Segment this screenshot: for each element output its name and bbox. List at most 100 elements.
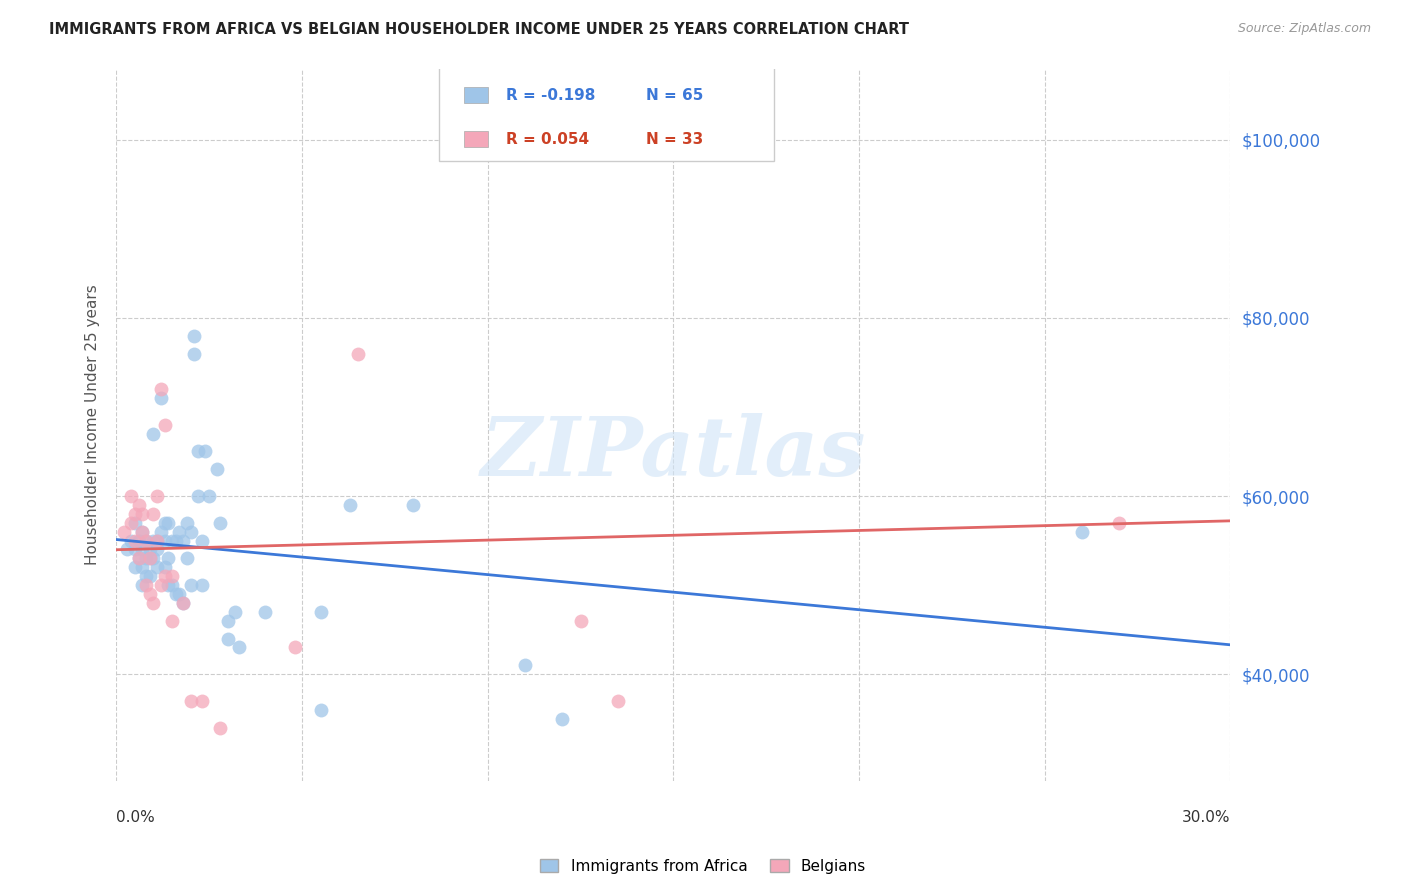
Point <box>180 524 202 539</box>
Point <box>228 640 250 655</box>
Point <box>309 703 332 717</box>
Y-axis label: Householder Income Under 25 years: Householder Income Under 25 years <box>86 285 100 566</box>
Point <box>120 489 142 503</box>
Point <box>135 569 157 583</box>
Point <box>1108 516 1130 530</box>
Point <box>172 596 194 610</box>
Point <box>157 516 180 530</box>
Point <box>131 578 153 592</box>
Point <box>131 524 153 539</box>
Point <box>131 560 153 574</box>
Text: R = 0.054: R = 0.054 <box>506 132 589 147</box>
Point <box>209 721 232 735</box>
Point <box>569 614 592 628</box>
Point <box>1070 524 1092 539</box>
Point <box>142 596 165 610</box>
Point <box>153 417 176 432</box>
Point <box>253 605 276 619</box>
Text: N = 65: N = 65 <box>645 87 703 103</box>
Point <box>120 516 142 530</box>
Point <box>128 551 150 566</box>
Point <box>138 551 160 566</box>
Point <box>169 587 191 601</box>
Point <box>112 524 135 539</box>
FancyBboxPatch shape <box>464 131 488 147</box>
Point <box>149 524 172 539</box>
Point <box>165 587 187 601</box>
Point <box>160 533 183 548</box>
Point <box>128 498 150 512</box>
Point <box>217 614 239 628</box>
Point <box>146 489 169 503</box>
Text: R = -0.198: R = -0.198 <box>506 87 596 103</box>
Point <box>183 346 205 360</box>
Point <box>194 444 217 458</box>
Point <box>172 533 194 548</box>
Point <box>209 516 232 530</box>
Point <box>157 578 180 592</box>
Point <box>439 142 461 156</box>
Point <box>131 524 153 539</box>
Point <box>138 569 160 583</box>
Text: IMMIGRANTS FROM AFRICA VS BELGIAN HOUSEHOLDER INCOME UNDER 25 YEARS CORRELATION : IMMIGRANTS FROM AFRICA VS BELGIAN HOUSEH… <box>49 22 910 37</box>
Point <box>146 542 169 557</box>
Point <box>309 605 332 619</box>
Point <box>169 524 191 539</box>
Point <box>120 533 142 548</box>
Point <box>180 694 202 708</box>
Point <box>149 382 172 396</box>
Point <box>142 551 165 566</box>
Point <box>157 551 180 566</box>
Point <box>190 694 212 708</box>
Point <box>138 551 160 566</box>
Point <box>513 658 536 673</box>
Point <box>138 542 160 557</box>
Point <box>176 516 198 530</box>
Text: Source: ZipAtlas.com: Source: ZipAtlas.com <box>1237 22 1371 36</box>
Point <box>606 694 628 708</box>
Point <box>205 462 228 476</box>
Point <box>165 533 187 548</box>
Point <box>187 489 209 503</box>
Point <box>135 533 157 548</box>
FancyBboxPatch shape <box>464 87 488 103</box>
Point <box>124 533 146 548</box>
Text: N = 33: N = 33 <box>645 132 703 147</box>
Point <box>187 444 209 458</box>
Point <box>128 551 150 566</box>
Point <box>183 328 205 343</box>
Point <box>172 596 194 610</box>
Point <box>128 533 150 548</box>
Text: ZIPatlas: ZIPatlas <box>481 413 866 493</box>
Point <box>180 578 202 592</box>
Point <box>339 498 361 512</box>
Point <box>138 587 160 601</box>
Point <box>146 533 169 548</box>
Point <box>124 507 146 521</box>
Text: 30.0%: 30.0% <box>1182 810 1230 824</box>
Point <box>160 569 183 583</box>
Point <box>131 507 153 521</box>
Point <box>135 533 157 548</box>
Point <box>124 516 146 530</box>
Point <box>142 507 165 521</box>
Point <box>346 346 368 360</box>
Point <box>190 533 212 548</box>
Point <box>149 578 172 592</box>
Text: 0.0%: 0.0% <box>117 810 155 824</box>
Point <box>283 640 305 655</box>
Point <box>190 578 212 592</box>
Point <box>402 498 425 512</box>
Point <box>124 542 146 557</box>
Point <box>224 605 246 619</box>
Point <box>146 560 169 574</box>
FancyBboxPatch shape <box>440 65 773 161</box>
Point <box>153 516 176 530</box>
Legend: Immigrants from Africa, Belgians: Immigrants from Africa, Belgians <box>534 853 872 880</box>
Point <box>135 551 157 566</box>
Point <box>142 426 165 441</box>
Point <box>117 542 139 557</box>
Point <box>149 391 172 405</box>
Point <box>198 489 221 503</box>
Point <box>124 560 146 574</box>
